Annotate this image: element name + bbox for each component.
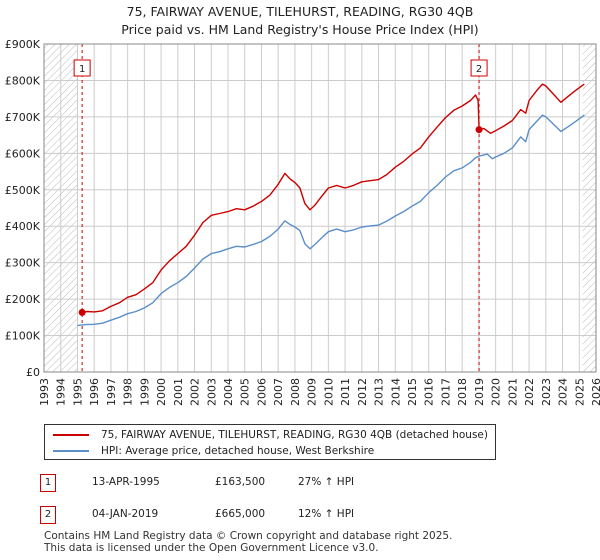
x-tick-label: 2006	[255, 378, 268, 406]
sale-label-text: 2	[476, 64, 482, 75]
y-tick-label: £300K	[5, 257, 41, 270]
chart-subtitle: Price paid vs. HM Land Registry's House …	[121, 22, 479, 37]
sale-point	[475, 126, 483, 134]
x-tick-label: 1998	[122, 378, 135, 406]
y-tick-label: £800K	[5, 74, 41, 87]
y-tick-label: £200K	[5, 293, 41, 306]
y-tick-label: £500K	[5, 184, 41, 197]
sale-label-box	[470, 59, 488, 77]
x-tick-label: 2017	[439, 378, 452, 406]
x-tick-label: 2010	[322, 378, 335, 406]
x-tick-label: 2003	[205, 378, 218, 406]
transaction-hpi-change: 27% ↑ HPI	[298, 476, 355, 488]
sale-point	[78, 308, 86, 316]
x-tick-label: 2001	[172, 378, 185, 406]
x-tick-label: 2008	[289, 378, 302, 406]
legend-label-hpi: HPI: Average price, detached house, West…	[101, 445, 375, 457]
x-tick-label: 1994	[55, 378, 68, 406]
x-tick-label: 1996	[88, 378, 101, 406]
y-tick-label: £100K	[5, 330, 41, 343]
x-tick-label: 2021	[506, 378, 519, 406]
x-tick-label: 2013	[373, 378, 386, 406]
transaction-hpi-change: 12% ↑ HPI	[298, 508, 355, 520]
legend-label-property: 75, FAIRWAY AVENUE, TILEHURST, READING, …	[101, 429, 488, 441]
x-tick-label: 2005	[239, 378, 252, 406]
transaction-price: £665,000	[215, 508, 266, 520]
y-tick-label: £0	[26, 366, 40, 379]
plot-background	[44, 44, 596, 372]
transaction-price: £163,500	[215, 476, 266, 488]
x-tick-label: 2014	[389, 378, 402, 406]
x-tick-label: 2000	[155, 378, 168, 406]
x-tick-label: 2026	[590, 378, 600, 406]
footer-copyright: Contains HM Land Registry data © Crown c…	[44, 530, 453, 542]
legend-swatch-property	[53, 434, 89, 436]
x-tick-label: 1995	[71, 378, 84, 406]
x-tick-label: 1993	[38, 378, 51, 406]
x-tick-label: 2016	[423, 378, 436, 406]
sale-label-text: 1	[79, 64, 85, 75]
transaction-date: 04-JAN-2019	[92, 508, 159, 520]
x-tick-label: 2012	[356, 378, 369, 406]
transaction-date: 13-APR-1995	[92, 476, 160, 488]
x-tick-label: 2004	[222, 378, 235, 406]
hpi-line	[77, 114, 585, 327]
legend-item-hpi: HPI: Average price, detached house, West…	[53, 443, 374, 459]
property-price-line	[81, 83, 585, 314]
x-tick-label: 2007	[272, 378, 285, 406]
x-tick-label: 2009	[306, 378, 319, 406]
sale-label-box	[73, 59, 91, 77]
legend-swatch-hpi	[53, 450, 89, 452]
x-tick-label: 2023	[540, 378, 553, 406]
y-tick-label: £900K	[5, 38, 41, 51]
price-chart: £0 £100K £200K £300K £400K £500K £600K £700K £80…	[5, 38, 600, 406]
transaction-marker-badge: 2	[40, 506, 56, 524]
x-tick-label: 2002	[189, 378, 202, 406]
footer-licence: This data is licensed under the Open Gov…	[44, 542, 379, 554]
transaction-marker-badge: 1	[40, 474, 56, 492]
x-tick-label: 2011	[339, 378, 352, 406]
chart-title: 75, FAIRWAY AVENUE, TILEHURST, READING, …	[126, 4, 474, 19]
x-tick-label: 2020	[490, 378, 503, 406]
legend-item-property: 75, FAIRWAY AVENUE, TILEHURST, READING, …	[53, 427, 488, 443]
x-tick-label: 2018	[456, 378, 469, 406]
x-tick-label: 2022	[523, 378, 536, 406]
x-tick-label: 2015	[406, 378, 419, 406]
y-tick-label: £700K	[5, 111, 41, 124]
plot-frame	[43, 43, 597, 373]
x-tick-label: 2019	[473, 378, 486, 406]
x-tick-label: 2025	[573, 378, 586, 406]
chart-legend: 75, FAIRWAY AVENUE, TILEHURST, READING, …	[44, 424, 496, 460]
x-tick-label: 2024	[557, 378, 570, 406]
y-tick-label: £400K	[5, 220, 41, 233]
x-tick-label: 1999	[138, 378, 151, 406]
hatched-region	[582, 44, 596, 372]
y-tick-label: £600K	[5, 147, 41, 160]
x-tick-label: 1997	[105, 378, 118, 406]
